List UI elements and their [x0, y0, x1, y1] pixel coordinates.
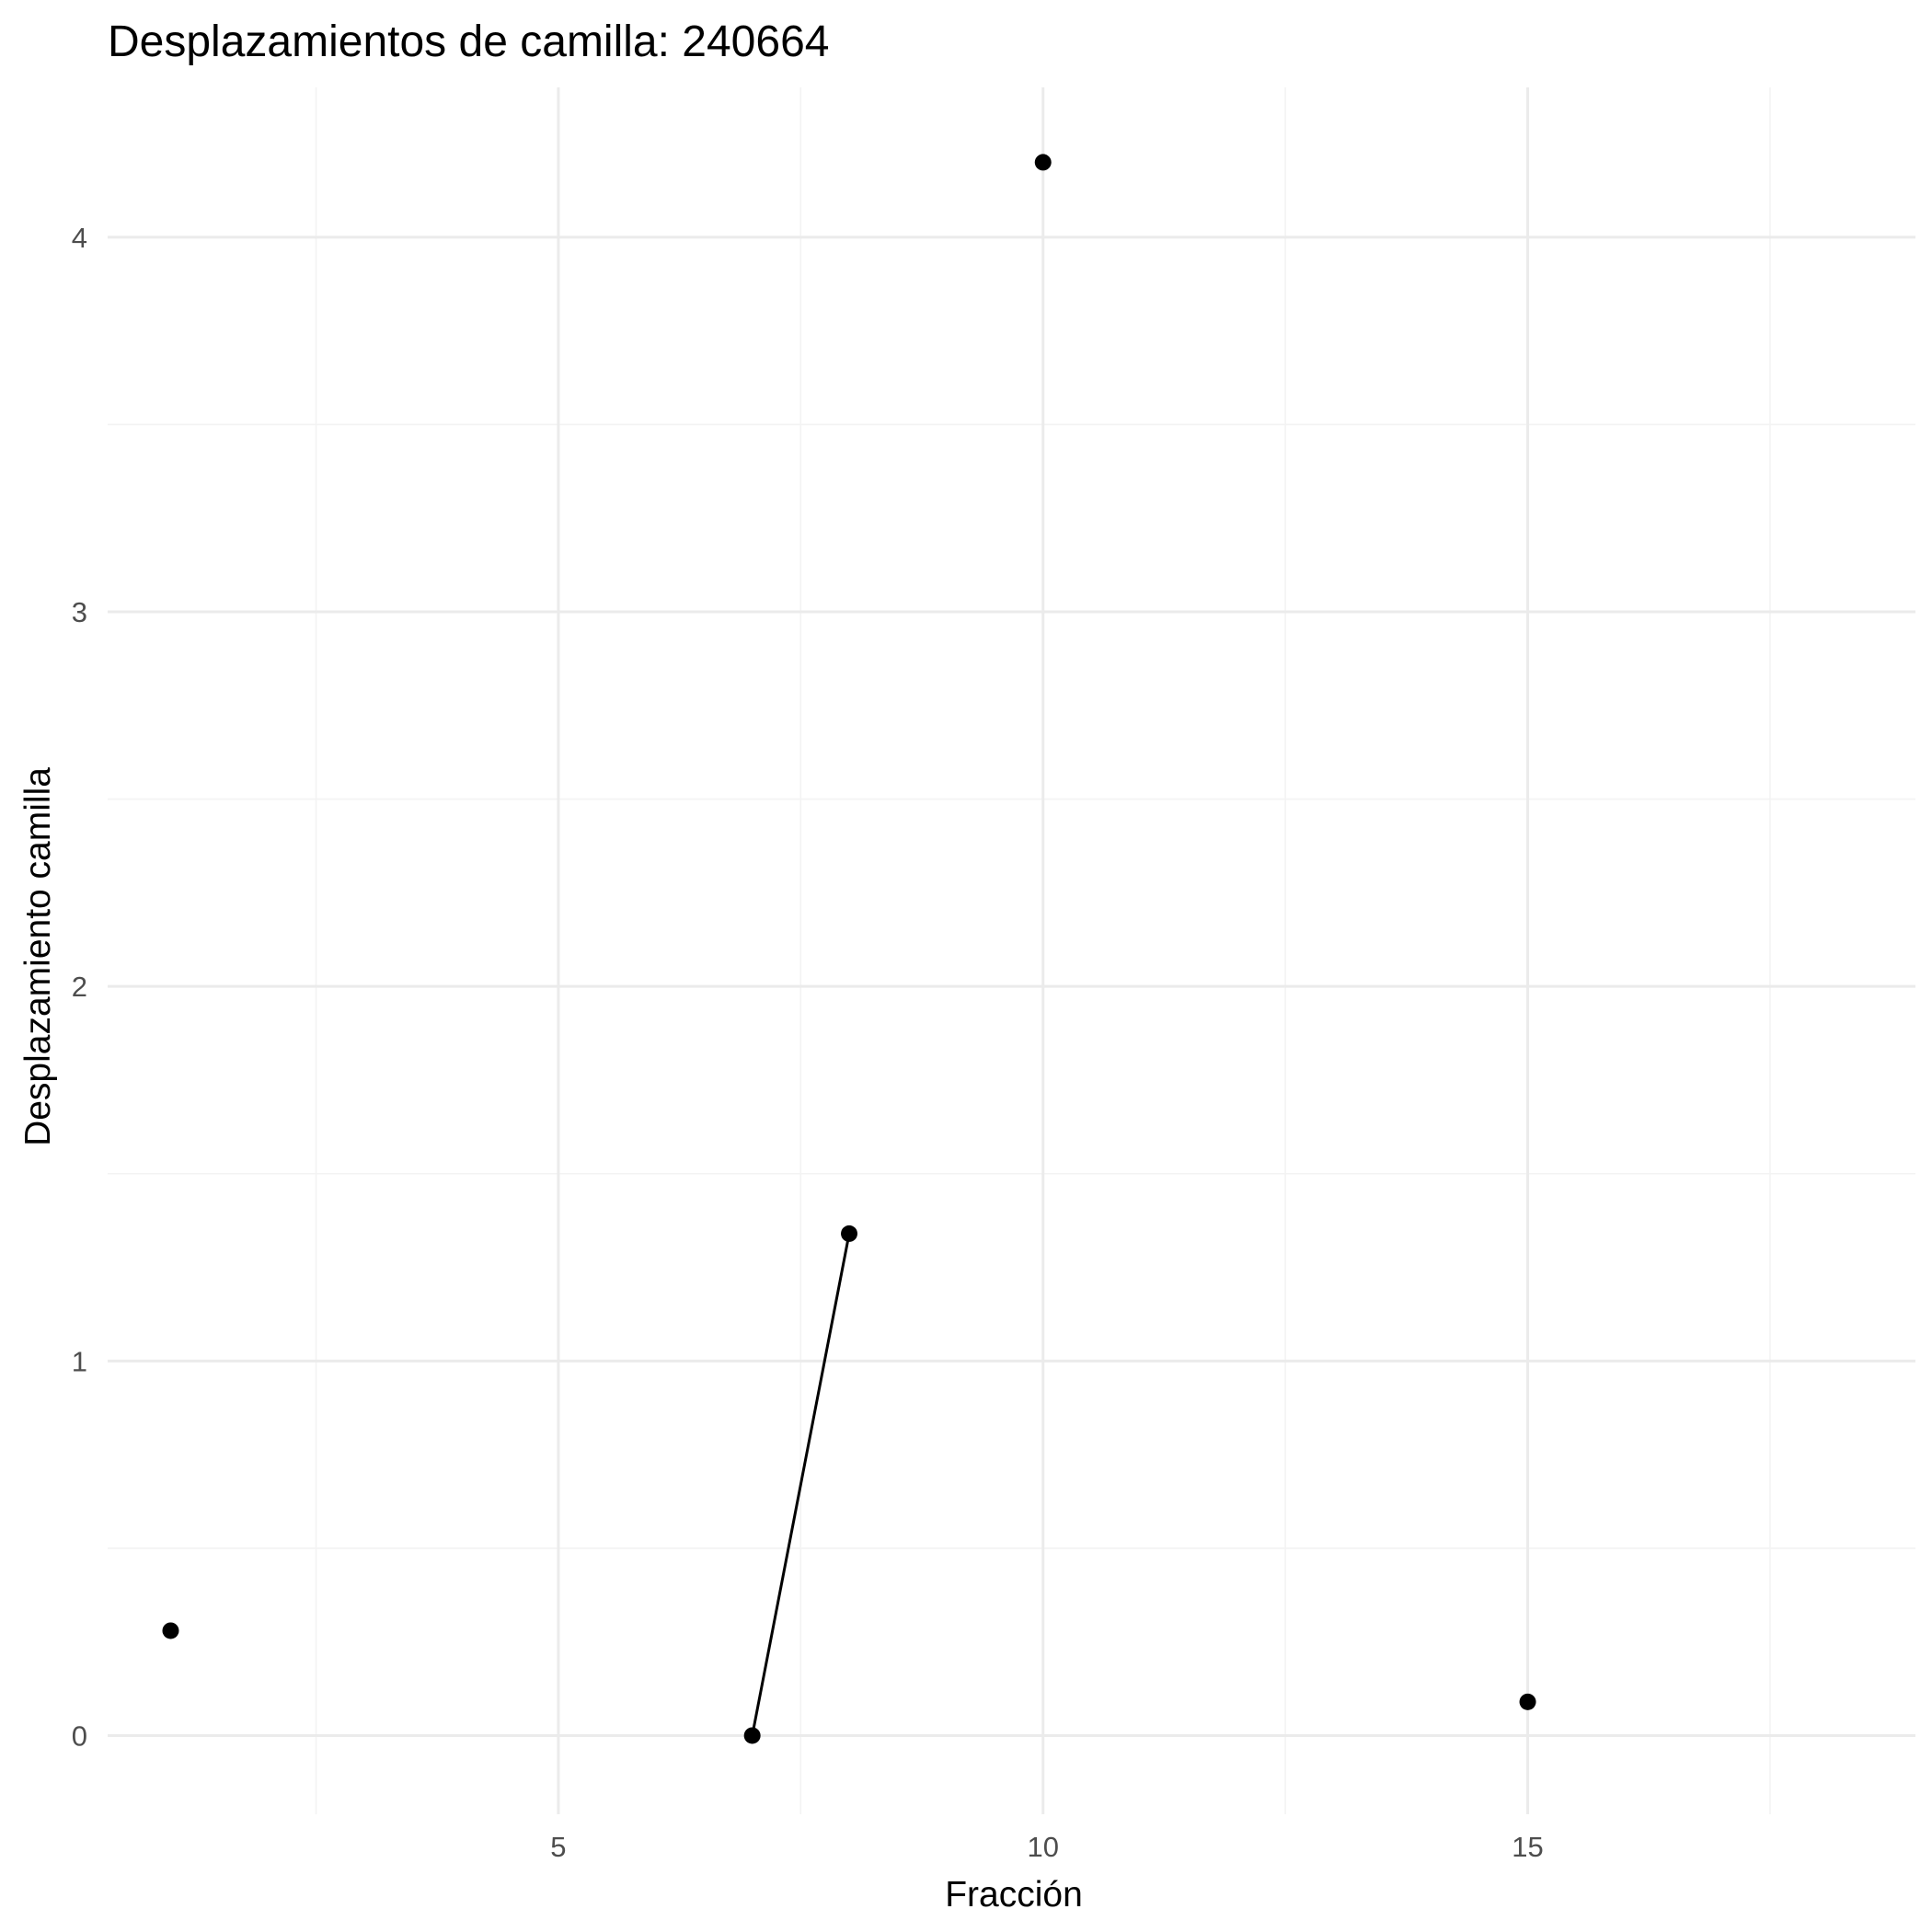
- y-tick-label: 4: [72, 222, 87, 254]
- x-tick-label: 10: [1028, 1831, 1059, 1863]
- x-tick-label: 15: [1512, 1831, 1543, 1863]
- y-axis-title: Desplazamiento camilla: [18, 767, 58, 1146]
- x-tick-labels: 5 10 15: [550, 1831, 1543, 1863]
- data-point: [841, 1225, 858, 1242]
- data-point: [1034, 154, 1052, 171]
- chart-title: Desplazamientos de camilla: 240664: [108, 17, 829, 66]
- y-tick-label: 2: [72, 971, 87, 1003]
- y-tick-labels: 0 1 2 3 4: [72, 222, 87, 1753]
- minor-gridlines: [108, 87, 1915, 1814]
- x-tick-label: 5: [550, 1831, 566, 1863]
- data-point: [743, 1727, 761, 1744]
- y-tick-label: 0: [72, 1719, 87, 1752]
- major-gridlines: [108, 87, 1915, 1814]
- y-tick-label: 3: [72, 596, 87, 628]
- series-points: [162, 154, 1536, 1744]
- y-tick-label: 1: [72, 1345, 87, 1377]
- x-axis-title: Fracción: [945, 1875, 1083, 1915]
- series-lines: [751, 1233, 851, 1736]
- data-point: [1519, 1693, 1536, 1710]
- data-point: [162, 1622, 179, 1639]
- series-line-segment: [751, 1233, 851, 1736]
